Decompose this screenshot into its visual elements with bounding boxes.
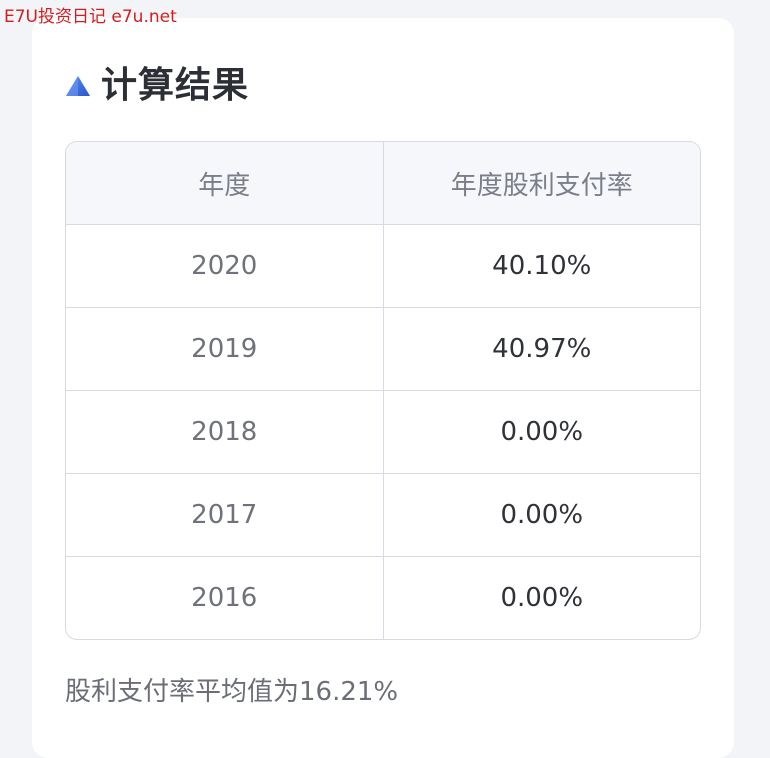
section-title: 计算结果 — [101, 65, 250, 106]
table-row: 2017 0.00% — [66, 473, 700, 557]
header-payout-ratio: 年度股利支付率 — [382, 142, 700, 225]
table-row: 2016 0.00% — [66, 556, 700, 639]
cell-year: 2019 — [66, 307, 383, 391]
table-row: 2019 40.97% — [66, 307, 700, 391]
header-year: 年度 — [66, 142, 383, 225]
cell-year: 2017 — [66, 473, 383, 557]
table-row: 2018 0.00% — [66, 390, 700, 474]
cell-year: 2020 — [66, 224, 383, 308]
cell-ratio: 0.00% — [382, 390, 700, 474]
cell-ratio: 40.10% — [382, 224, 700, 308]
cell-ratio: 0.00% — [382, 556, 700, 639]
result-table: 年度 年度股利支付率 2020 40.10% 2019 40.97% 2018 … — [65, 141, 701, 640]
cell-ratio: 0.00% — [382, 473, 700, 557]
triangle-icon — [66, 76, 90, 96]
section-header: 计算结果 — [65, 64, 249, 108]
cell-ratio: 40.97% — [382, 307, 700, 391]
result-card: 计算结果 年度 年度股利支付率 2020 40.10% 2019 40.97% — [32, 18, 734, 758]
average-summary: 股利支付率平均值为16.21% — [65, 677, 399, 707]
table-header-row: 年度 年度股利支付率 — [66, 142, 700, 225]
watermark: E7U投资日记 e7u.net — [4, 7, 177, 27]
cell-year: 2018 — [66, 390, 383, 474]
table-row: 2020 40.10% — [66, 224, 700, 308]
cell-year: 2016 — [191, 583, 258, 613]
